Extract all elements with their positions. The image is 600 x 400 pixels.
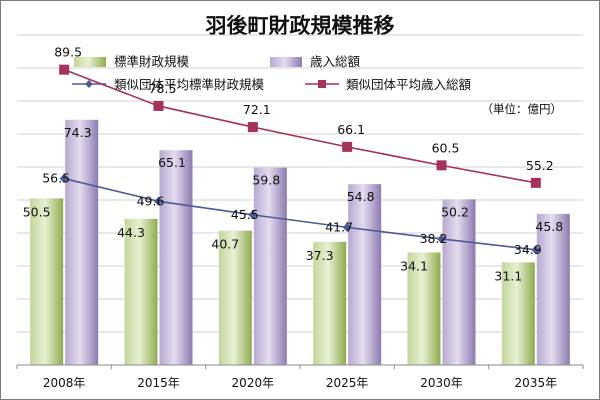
data-label-similar-revenue: 66.1 bbox=[337, 122, 365, 137]
data-label-revenue-total: 54.8 bbox=[347, 189, 375, 204]
legend-label-standard-scale: 標準財政規模 bbox=[114, 54, 190, 69]
data-label-revenue-total: 45.8 bbox=[535, 219, 563, 234]
legend-swatch-standard-scale bbox=[74, 57, 106, 67]
bar-series bbox=[30, 119, 570, 365]
data-label-similar-revenue: 89.5 bbox=[54, 45, 82, 60]
marker-similar-standard bbox=[342, 222, 352, 232]
data-label-revenue-total: 59.8 bbox=[252, 173, 280, 188]
data-label-similar-revenue: 55.2 bbox=[526, 158, 554, 173]
unit-note: （単位：億円） bbox=[482, 102, 563, 116]
bar-standard-scale bbox=[313, 241, 347, 365]
bar-standard-scale bbox=[407, 252, 441, 365]
data-label-standard-scale: 37.3 bbox=[306, 248, 334, 263]
line-similar-revenue bbox=[63, 68, 536, 184]
data-label-revenue-total: 65.1 bbox=[158, 155, 186, 170]
legend-marker-diamond bbox=[85, 80, 93, 88]
data-label-similar-revenue: 60.5 bbox=[432, 140, 460, 155]
marker-similar-standard bbox=[531, 245, 541, 255]
bar-standard-scale bbox=[30, 198, 64, 365]
legend-marker-square bbox=[318, 80, 326, 88]
data-label-similar-revenue: 72.1 bbox=[243, 102, 271, 117]
x-tick-label: 2015年 bbox=[137, 376, 180, 390]
gridlines bbox=[17, 34, 583, 366]
legend: 標準財政規模 歳入総額 類似団体平均標準財政規模 類似団体平均歳入総額 bbox=[72, 54, 472, 92]
x-axis: 2008年 2015年 2020年 2025年 2030年 2035年 bbox=[16, 364, 584, 390]
bar-revenue-total bbox=[442, 199, 476, 365]
marker-similar-revenue bbox=[247, 122, 258, 133]
data-label-similar-standard: 38.2 bbox=[420, 231, 448, 246]
data-label-similar-revenue: 78.5 bbox=[149, 81, 177, 96]
data-label-similar-standard: 56.5 bbox=[42, 171, 70, 186]
x-tick-label: 2020年 bbox=[232, 376, 275, 390]
legend-label-similar-revenue: 類似団体平均歳入総額 bbox=[346, 77, 472, 92]
legend-label-revenue-total: 歳入総額 bbox=[310, 54, 361, 69]
bar-standard-scale bbox=[501, 262, 535, 365]
marker-similar-standard bbox=[248, 210, 258, 220]
x-tick-label: 2025年 bbox=[326, 376, 369, 390]
bar-revenue-total bbox=[536, 213, 570, 365]
legend-label-similar-standard: 類似団体平均標準財政規模 bbox=[114, 77, 265, 92]
x-tick-label: 2035年 bbox=[515, 376, 558, 390]
marker-similar-revenue bbox=[530, 177, 541, 188]
data-label-similar-standard: 49.6 bbox=[137, 193, 165, 208]
marker-similar-revenue bbox=[342, 141, 353, 152]
data-label-standard-scale: 50.5 bbox=[23, 204, 51, 219]
data-label-revenue-total: 50.2 bbox=[441, 204, 469, 219]
marker-similar-revenue bbox=[59, 64, 70, 75]
bar-revenue-total bbox=[159, 150, 193, 365]
data-label-similar-standard: 41.7 bbox=[325, 219, 353, 234]
data-label-standard-scale: 31.1 bbox=[494, 268, 522, 283]
line-series bbox=[59, 64, 541, 255]
bar-revenue-total bbox=[253, 167, 287, 365]
line-similar-standard bbox=[63, 177, 536, 251]
x-tick-label: 2030年 bbox=[420, 376, 463, 390]
marker-similar-standard bbox=[154, 196, 163, 206]
marker-similar-standard bbox=[59, 174, 69, 184]
bar-standard-scale bbox=[124, 218, 158, 365]
data-label-revenue-total: 74.3 bbox=[64, 125, 92, 140]
data-label-standard-scale: 44.3 bbox=[117, 225, 145, 240]
data-label-similar-standard: 45.5 bbox=[231, 207, 259, 222]
bar-revenue-total bbox=[348, 184, 382, 365]
data-label-standard-scale: 34.1 bbox=[400, 258, 428, 273]
bar-standard-scale bbox=[218, 230, 252, 365]
x-tick-label: 2008年 bbox=[43, 376, 86, 390]
data-labels: 50.5 74.3 44.3 65.1 40.7 59.8 37.3 54.8 34.1 50.2… bbox=[23, 45, 564, 284]
data-label-similar-standard: 34.9 bbox=[514, 242, 542, 257]
legend-swatch-revenue-total bbox=[270, 57, 302, 67]
chart-title: 羽後町財政規模推移 bbox=[206, 14, 395, 38]
marker-similar-standard bbox=[437, 234, 446, 244]
data-label-standard-scale: 40.7 bbox=[211, 237, 239, 252]
marker-similar-revenue bbox=[436, 160, 447, 171]
marker-similar-revenue bbox=[153, 100, 164, 111]
bar-revenue-total bbox=[65, 119, 99, 365]
